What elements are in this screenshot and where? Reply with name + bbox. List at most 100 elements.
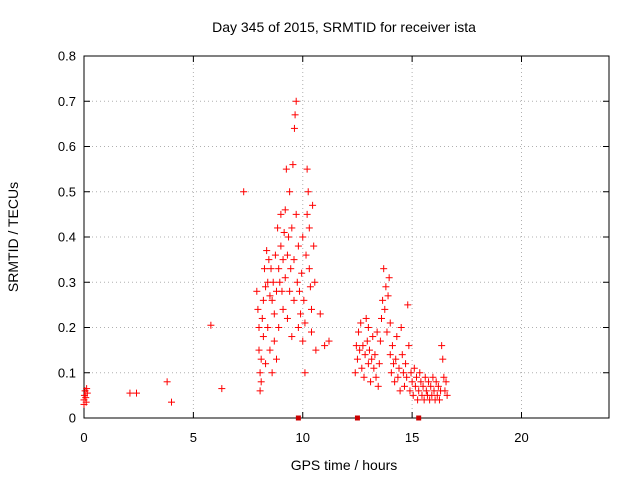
data-point xyxy=(207,321,215,329)
data-point xyxy=(357,319,365,327)
data-point xyxy=(443,391,451,399)
data-point xyxy=(310,242,318,250)
data-point xyxy=(398,351,406,359)
data-points xyxy=(80,97,451,408)
zero-value-marker xyxy=(295,415,301,421)
data-point xyxy=(266,292,274,300)
data-point xyxy=(441,387,449,395)
data-point xyxy=(133,389,140,397)
y-tick-label: 0.1 xyxy=(58,365,76,380)
data-point xyxy=(378,314,385,322)
data-point xyxy=(433,391,441,399)
data-point xyxy=(362,314,370,322)
data-point xyxy=(397,324,405,331)
data-point xyxy=(371,351,379,359)
data-point xyxy=(308,305,315,313)
data-point xyxy=(299,233,307,241)
data-point xyxy=(409,391,417,399)
data-point xyxy=(399,369,407,377)
data-point xyxy=(407,369,415,377)
data-point xyxy=(393,333,401,341)
data-point xyxy=(384,292,392,300)
data-point xyxy=(305,265,313,273)
data-point xyxy=(321,342,329,350)
data-point xyxy=(427,382,435,390)
data-point xyxy=(425,378,433,386)
data-point xyxy=(300,296,308,304)
data-point xyxy=(383,328,391,336)
data-point xyxy=(286,287,294,295)
data-point xyxy=(271,251,279,259)
data-point xyxy=(255,346,263,354)
data-point xyxy=(277,242,285,250)
data-point xyxy=(257,378,265,386)
data-point xyxy=(387,369,395,377)
data-point xyxy=(302,251,310,259)
data-point xyxy=(369,333,377,341)
data-point xyxy=(306,283,314,291)
data-point xyxy=(258,314,266,322)
data-point xyxy=(281,206,289,214)
y-tick-label: 0.4 xyxy=(58,230,76,245)
y-tick-label: 0.6 xyxy=(58,139,76,154)
data-point xyxy=(259,333,267,341)
data-point xyxy=(391,378,399,386)
data-point xyxy=(309,201,317,209)
data-point xyxy=(218,385,226,393)
data-point xyxy=(417,378,425,386)
data-point xyxy=(126,389,134,397)
data-point xyxy=(275,324,283,331)
data-point xyxy=(294,242,302,250)
plot-frame xyxy=(83,55,610,419)
data-point xyxy=(386,351,394,359)
data-point xyxy=(83,389,91,397)
x-tick-label: 20 xyxy=(514,430,528,445)
zero-value-markers xyxy=(295,415,422,421)
data-point xyxy=(270,310,278,318)
y-tick-label: 0.5 xyxy=(58,184,76,199)
data-point xyxy=(356,346,364,354)
data-point xyxy=(301,369,309,377)
data-point xyxy=(388,342,396,350)
data-point xyxy=(265,256,273,264)
data-point xyxy=(364,360,372,368)
data-point xyxy=(289,161,297,169)
data-point xyxy=(364,324,372,331)
data-point xyxy=(287,265,295,273)
data-point xyxy=(290,256,298,264)
data-point xyxy=(285,233,293,241)
data-point xyxy=(367,378,375,386)
data-point xyxy=(240,188,248,196)
y-tick-labels: 0 0.1 0.2 0.3 0.4 0.5 0.6 0.7 0.8 xyxy=(58,49,76,426)
data-point xyxy=(293,278,301,286)
data-point xyxy=(290,124,298,132)
y-tick-label: 0.2 xyxy=(58,320,76,335)
grid-lines xyxy=(84,56,609,418)
data-point xyxy=(275,265,283,273)
x-tick-label: 10 xyxy=(296,430,310,445)
data-point xyxy=(432,378,440,386)
data-point xyxy=(288,224,296,232)
data-point xyxy=(255,324,263,331)
data-point xyxy=(270,337,278,345)
data-point xyxy=(351,369,359,377)
data-point xyxy=(316,310,324,318)
y-tick-label: 0.8 xyxy=(58,49,76,64)
data-point xyxy=(376,337,384,345)
x-tick-label: 5 xyxy=(190,430,197,445)
data-point xyxy=(400,382,408,390)
data-point xyxy=(413,373,420,381)
data-point xyxy=(414,396,422,404)
data-point xyxy=(353,355,361,363)
data-point xyxy=(359,342,367,350)
data-point xyxy=(262,283,270,291)
data-point xyxy=(363,337,371,345)
zero-value-marker xyxy=(416,415,422,421)
data-point xyxy=(381,305,389,313)
data-point xyxy=(280,228,288,236)
data-point xyxy=(429,373,437,381)
data-point xyxy=(299,337,307,345)
data-point xyxy=(257,355,265,363)
data-point xyxy=(416,369,424,377)
